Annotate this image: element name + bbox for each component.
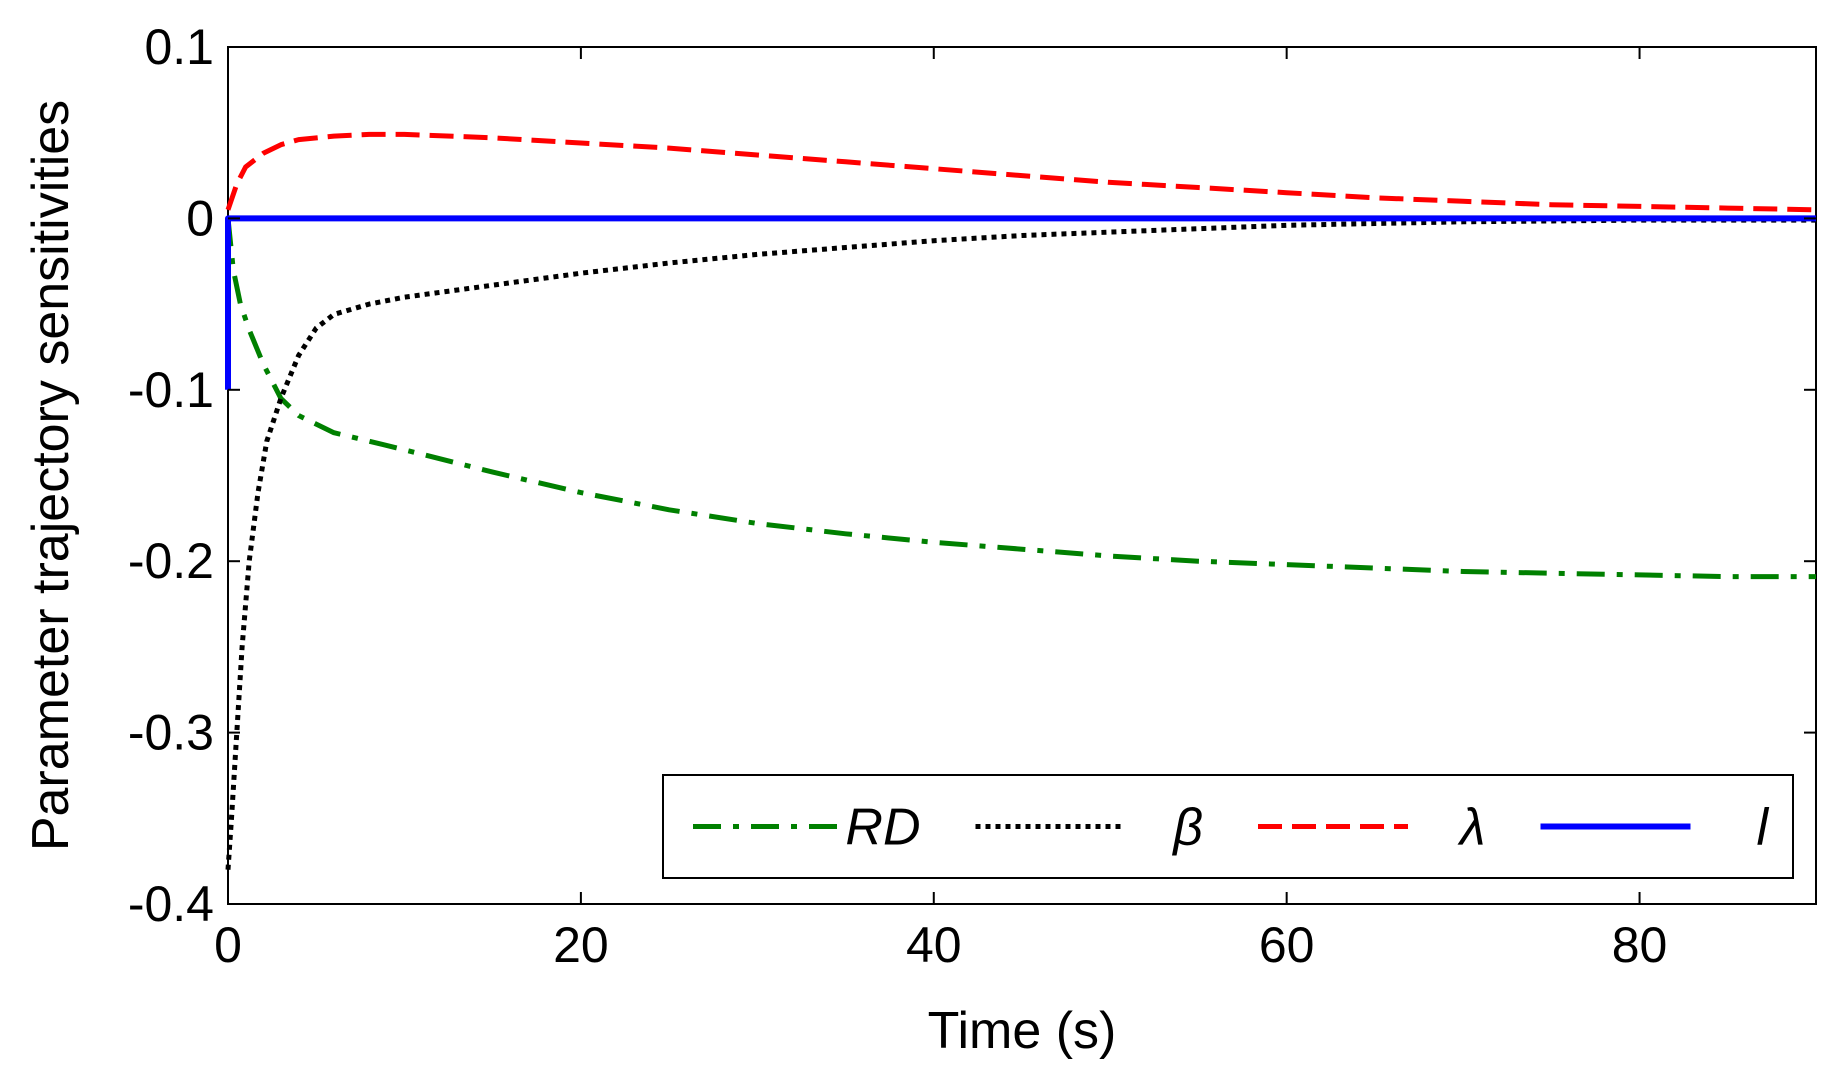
legend-label-3: l	[1756, 799, 1769, 857]
y-tick-label-2: -0.1	[128, 362, 214, 418]
x-tick-label-3: 60	[1259, 917, 1315, 973]
series-line-2	[225, 131, 1817, 213]
series-line-1	[225, 217, 1816, 870]
x-tick-label-4: 80	[1612, 917, 1668, 973]
y-tick-label-4: -0.3	[128, 705, 214, 761]
x-axis-title: Time (s)	[928, 1002, 1117, 1060]
y-tick-label-5: -0.4	[128, 876, 214, 932]
y-tick-label-1: 0	[186, 190, 214, 246]
legend-label-2: λ	[1457, 799, 1486, 857]
y-axis-title: Parameter trajectory sensitivities	[22, 100, 80, 851]
plot-frame	[227, 46, 1817, 905]
y-tick-label-3: -0.2	[128, 533, 214, 589]
x-tick-label-1: 20	[553, 917, 609, 973]
legend-label-1: β	[1171, 799, 1203, 857]
legend-label-0: RD	[845, 799, 920, 857]
series-line-0	[225, 218, 1816, 580]
legend: RD β λ l	[662, 774, 1794, 879]
plot-area-border	[227, 46, 1817, 905]
axis-layer: 0.10-0.1-0.2-0.3-0.40 20 40 60 80	[128, 19, 1816, 973]
y-tick-label-0: 0.1	[144, 19, 214, 75]
x-tick-label-0: 0	[214, 917, 242, 973]
x-tick-label-2: 40	[906, 917, 962, 973]
